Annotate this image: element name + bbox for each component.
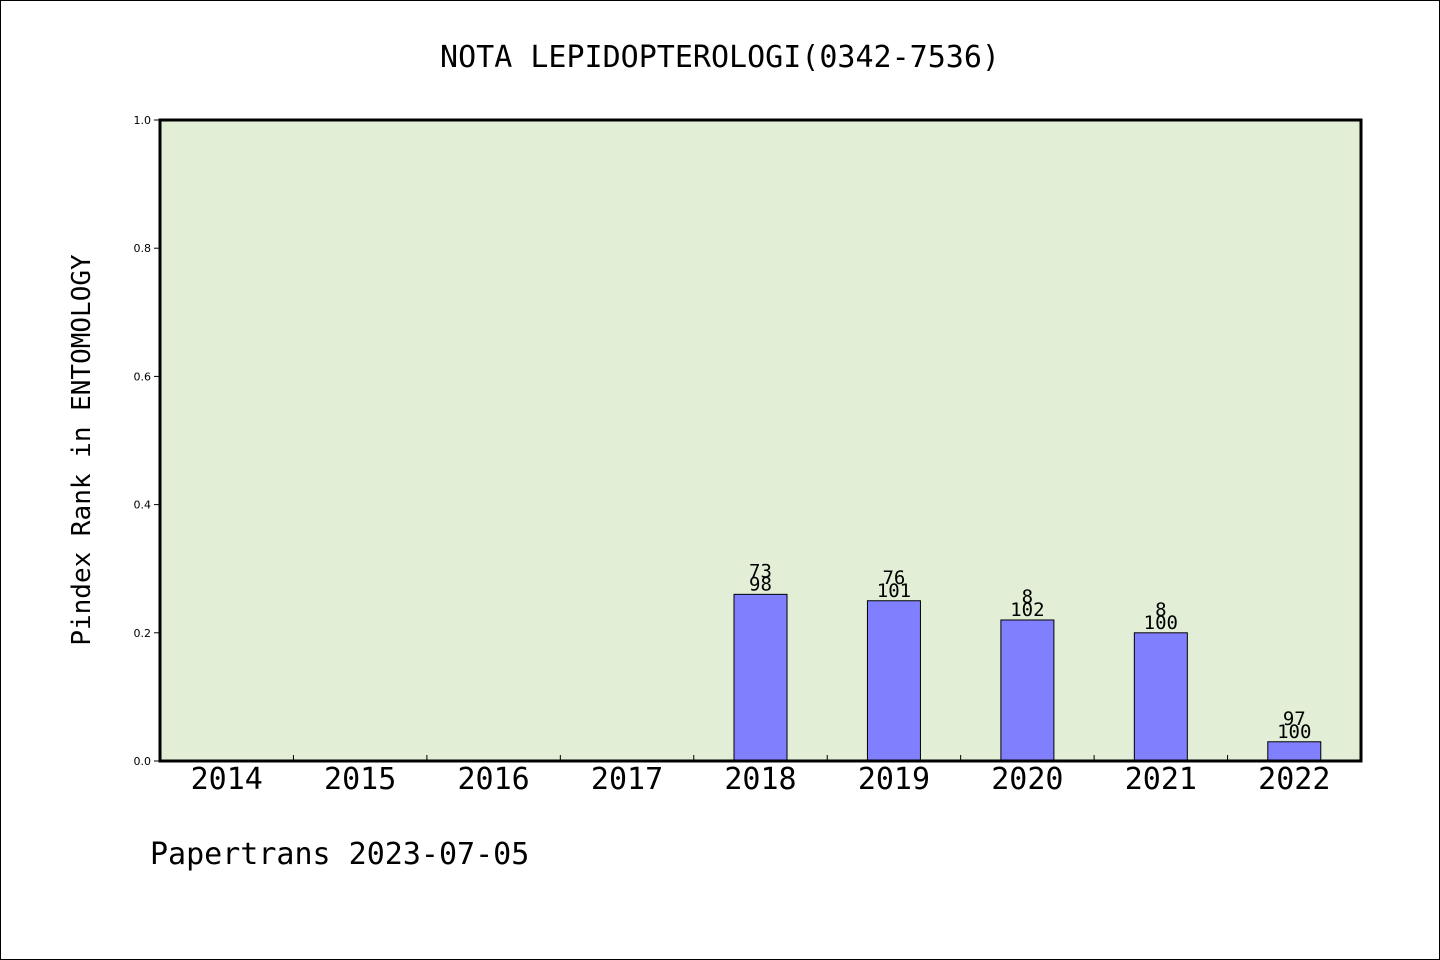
bar-total-label: 102: [1010, 599, 1044, 621]
bar: [866, 600, 921, 762]
x-axis-ticks: 2014 2015 2016 2017 2018 2019 2020 2021 2022: [191, 755, 1330, 797]
y-tick-label: 0.2: [134, 627, 152, 640]
bar: [733, 593, 788, 762]
bar: [1000, 619, 1055, 762]
bar-rank-label: 76: [882, 567, 905, 589]
bar-total-label: 101: [877, 580, 911, 602]
x-tick-label: 2014: [191, 762, 263, 797]
bar-total-label: 100: [1144, 612, 1178, 634]
y-tick-label: 1.0: [134, 114, 152, 127]
x-tick-label: 2017: [591, 762, 663, 797]
chart-title: NOTA LEPIDOPTEROLOGI(0342-7536): [440, 40, 1000, 75]
bar-rank-label: 73: [749, 560, 772, 582]
x-tick-label: 2022: [1258, 762, 1330, 797]
bar-total-label: 98: [749, 573, 772, 595]
y-axis-label: Pindex Rank in ENTOMOLOGY: [67, 254, 97, 646]
x-tick-label: 2021: [1125, 762, 1197, 797]
bar-total-label: 100: [1277, 721, 1311, 743]
plot-border: [158, 118, 1363, 763]
y-tick-label: 0.0: [134, 755, 152, 768]
x-tick-label: 2015: [324, 762, 396, 797]
x-tick-label: 2020: [991, 762, 1063, 797]
y-tick-label: 0.8: [134, 242, 152, 255]
bars-group: [733, 593, 1322, 762]
x-tick-label: 2018: [724, 762, 796, 797]
bar: [1267, 741, 1322, 762]
bar: [1133, 632, 1188, 762]
y-tick-label: 0.4: [134, 499, 152, 512]
x-tick-label: 2019: [858, 762, 930, 797]
y-axis-ticks: 0.0 0.2 0.4 0.6 0.8 1.0: [134, 114, 160, 768]
bar-rank-label: 8: [1155, 599, 1166, 621]
y-tick-label: 0.6: [134, 370, 152, 383]
footer-credit: Papertrans 2023-07-05: [150, 837, 529, 872]
x-tick-label: 2016: [457, 762, 529, 797]
bar-rank-label: 8: [1022, 586, 1033, 608]
bar-rank-label: 97: [1283, 708, 1306, 730]
